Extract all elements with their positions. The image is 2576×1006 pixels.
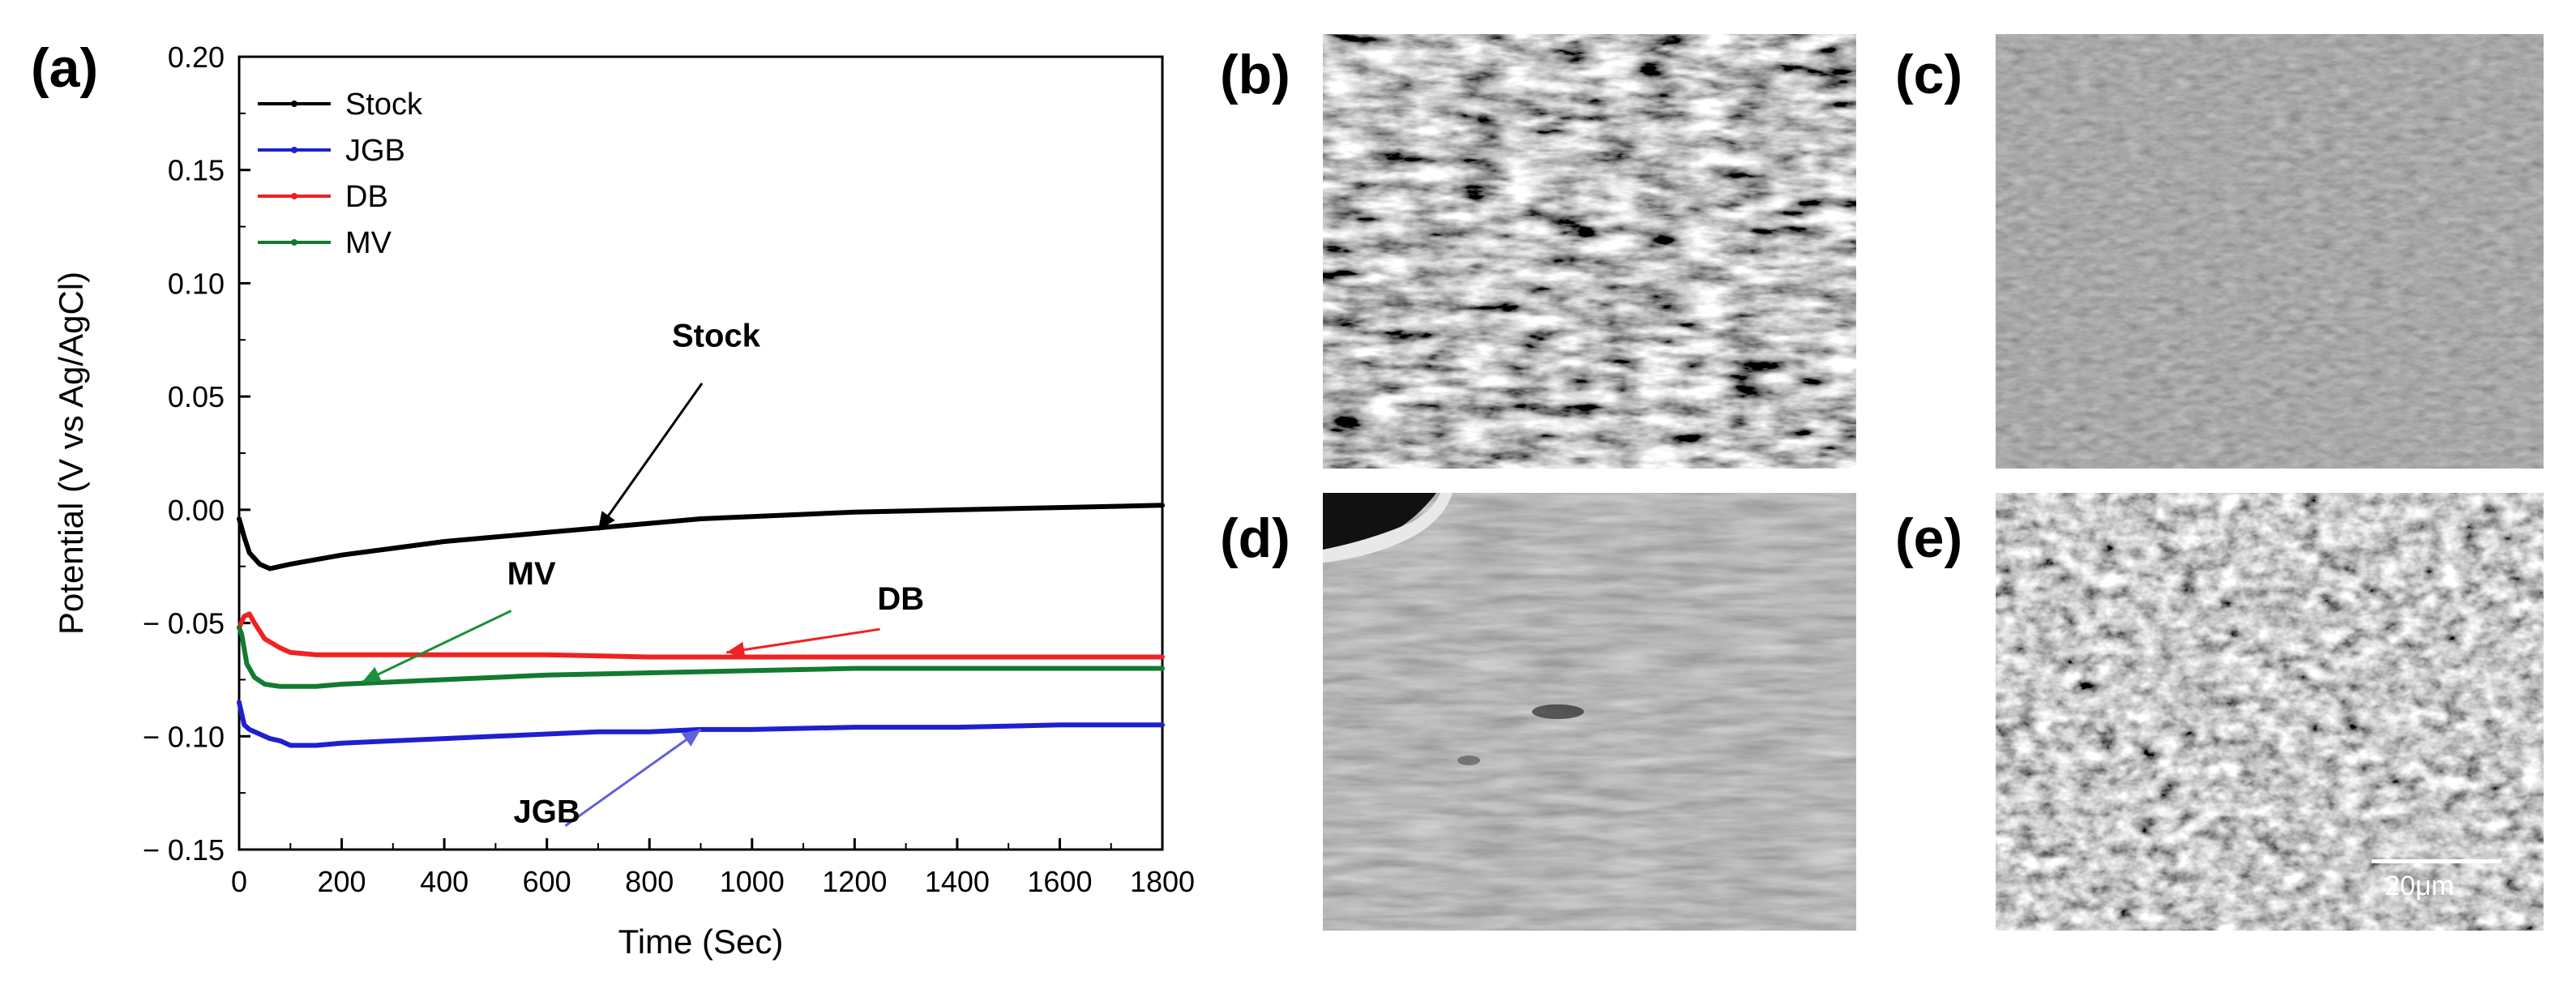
- legend-label-db: DB: [345, 180, 388, 214]
- annotation-label-stock: Stock: [672, 319, 761, 354]
- y-tick-label: 0.05: [168, 380, 225, 413]
- x-tick-label: 1600: [1027, 865, 1092, 898]
- x-tick-label: 1200: [822, 865, 887, 898]
- y-tick-label: 0.10: [168, 267, 225, 300]
- annotation-arrow-db: [725, 627, 880, 654]
- micrograph-c: [1996, 34, 2544, 469]
- x-tick-label: 0: [231, 865, 247, 898]
- legend-label-stock: Stock: [345, 88, 423, 122]
- x-tick-label: 1400: [925, 865, 990, 898]
- annotation-arrow-mv: [362, 610, 512, 683]
- series-line-jgb: [237, 700, 1165, 748]
- annotation-arrowhead-jgb: [681, 729, 701, 747]
- annotation-label-jgb: JGB: [514, 794, 580, 829]
- panel-label-d: (d): [1220, 507, 1290, 569]
- panel-label-a: (a): [31, 37, 99, 99]
- annotation-arrowhead-db: [726, 641, 746, 658]
- legend-label-jgb: JGB: [345, 134, 405, 168]
- legend-marker-mv: [291, 239, 297, 246]
- series-line-db: [237, 611, 1165, 660]
- legend-label-mv: MV: [345, 226, 392, 260]
- x-tick-label: 1800: [1130, 865, 1195, 898]
- x-axis-title: Time (Sec): [618, 923, 784, 961]
- series-line-stock: [237, 503, 1165, 571]
- annotation-arrow-stock: [597, 382, 704, 531]
- micrograph-b: [1323, 34, 1856, 469]
- x-tick-label: 800: [625, 865, 674, 898]
- annotation-label-mv: MV: [507, 556, 556, 592]
- micrograph-d: [1323, 493, 1856, 931]
- annotation-arrowhead-stock: [597, 511, 615, 531]
- y-tick-label: − 0.10: [143, 720, 225, 753]
- y-tick-label: 0.15: [168, 154, 225, 187]
- series-line-mv: [237, 625, 1165, 689]
- y-axis-title: Potential (V vs Ag/AgCl): [52, 272, 90, 635]
- legend-marker-stock: [291, 101, 297, 107]
- y-tick-label: − 0.05: [143, 607, 225, 640]
- y-tick-label: 0.00: [168, 494, 225, 527]
- annotation-arrow-jgb: [564, 728, 702, 827]
- y-tick-label: 0.20: [168, 41, 225, 74]
- x-tick-label: 1000: [720, 865, 785, 898]
- micrograph-e: 20μm: [1996, 493, 2544, 931]
- annotation-label-db: DB: [877, 581, 924, 617]
- x-tick-label: 600: [523, 865, 571, 898]
- panel-label-e: (e): [1895, 507, 1963, 569]
- scale-bar: [2372, 859, 2501, 863]
- legend-marker-jgb: [291, 147, 297, 153]
- y-tick-label: − 0.15: [143, 833, 225, 867]
- x-tick-label: 200: [318, 865, 366, 898]
- annotation-arrowhead-mv: [362, 666, 383, 683]
- panel-label-b: (b): [1220, 44, 1290, 105]
- legend-marker-db: [291, 193, 297, 199]
- scale-bar-label: 20μm: [2385, 871, 2454, 901]
- panel-label-c: (c): [1895, 44, 1963, 105]
- potential-time-chart: 0 200 400 600 800 1000 1200 1400 1600 1800 0.20 0.1…: [52, 41, 1195, 961]
- x-tick-label: 400: [420, 865, 469, 898]
